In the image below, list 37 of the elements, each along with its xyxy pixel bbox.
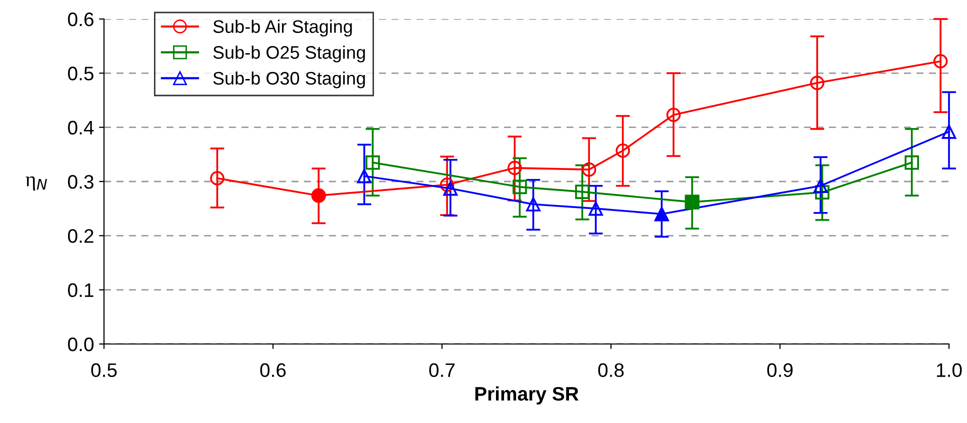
y-tick-label: 0.0 xyxy=(68,337,94,352)
point xyxy=(942,124,956,139)
x-tick-label: 1.0 xyxy=(936,363,962,378)
y-tick-label: 0.1 xyxy=(68,283,94,298)
point xyxy=(810,76,824,90)
y-tick-label: 0.4 xyxy=(68,120,94,135)
x-tick-label: 0.7 xyxy=(429,363,455,378)
point xyxy=(582,162,596,177)
x-tick-label: 0.8 xyxy=(598,363,624,378)
point xyxy=(813,178,828,193)
point xyxy=(210,171,224,186)
y-tick-label: 0.5 xyxy=(68,66,94,80)
x-tick-label: 0.9 xyxy=(767,363,793,378)
x-tick-label: 0.6 xyxy=(260,363,286,378)
point xyxy=(588,201,603,216)
legend-label: Sub-b Air Staging xyxy=(213,20,352,37)
point xyxy=(616,143,630,158)
point xyxy=(575,184,590,199)
point xyxy=(933,54,948,68)
x-axis-title: Primary SR xyxy=(475,386,579,405)
point xyxy=(366,155,380,170)
y-tick-label: 0.2 xyxy=(68,229,94,243)
point xyxy=(666,108,681,122)
legend-label: Sub-b O25 Staging xyxy=(213,46,365,62)
point xyxy=(526,197,540,212)
point xyxy=(443,181,458,196)
point xyxy=(440,178,454,192)
point xyxy=(357,168,372,184)
x-tick-label: 0.5 xyxy=(91,363,117,378)
y-tick-label: 0.6 xyxy=(68,12,94,26)
y-axis-title: η$_{N}$ xyxy=(26,176,47,191)
point xyxy=(904,155,919,170)
legend-label: Sub-b O30 Staging xyxy=(213,71,365,88)
point xyxy=(815,185,830,200)
point xyxy=(512,180,527,194)
y-tick-label: 0.3 xyxy=(68,174,94,189)
point xyxy=(508,160,522,176)
